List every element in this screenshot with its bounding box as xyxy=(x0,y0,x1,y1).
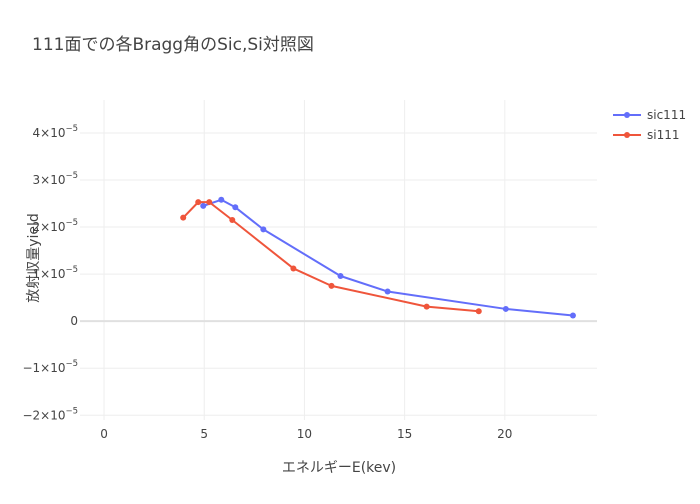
legend-label: si111 xyxy=(647,128,680,142)
data-point-si111[interactable] xyxy=(229,217,236,223)
data-point-si111[interactable] xyxy=(180,214,187,221)
axis-layer: 0 5 10 15 20 −2×10−5 −1×10−5 0 1×10−5 2×10−5 3×10−… xyxy=(22,124,512,441)
y-tick-label: 4×10−5 xyxy=(33,124,79,140)
y-tick-label: −2×10−5 xyxy=(22,406,78,422)
legend-item-sic111[interactable]: sic111 xyxy=(613,108,686,122)
legend-label: sic111 xyxy=(647,108,686,122)
data-point-si111[interactable] xyxy=(423,303,430,310)
chart-title: 111面での各Bragg角のSic,Si対照図 xyxy=(32,35,314,55)
y-tick-label: 2×10−5 xyxy=(33,218,79,234)
data-point-sic111[interactable] xyxy=(337,273,344,279)
x-tick-label: 5 xyxy=(200,427,208,441)
series-layer xyxy=(180,196,576,319)
data-point-sic111[interactable] xyxy=(384,288,391,295)
x-tick-label: 0 xyxy=(100,427,108,441)
legend-marker xyxy=(624,132,630,138)
y-axis-title: 放射収量yield xyxy=(26,213,42,303)
data-point-sic111[interactable] xyxy=(569,312,576,319)
data-point-sic111[interactable] xyxy=(502,305,509,312)
legend[interactable]: sic111 si111 xyxy=(613,108,686,142)
y-tick-label: −1×10−5 xyxy=(22,359,78,375)
data-point-si111[interactable] xyxy=(206,199,213,206)
data-point-sic111[interactable] xyxy=(218,196,225,203)
y-tick-label: 0 xyxy=(70,314,78,328)
series-line-si111 xyxy=(182,201,479,313)
grid-layer xyxy=(80,100,597,420)
y-tick-label: 1×10−5 xyxy=(33,265,79,281)
x-tick-label: 10 xyxy=(297,427,312,441)
x-tick-label: 20 xyxy=(497,427,512,441)
x-tick-label: 15 xyxy=(397,427,412,441)
legend-item-si111[interactable]: si111 xyxy=(613,128,680,142)
x-axis-title: エネルギーE(kev) xyxy=(282,460,396,476)
data-point-sic111[interactable] xyxy=(260,226,267,233)
data-point-si111[interactable] xyxy=(195,199,202,206)
data-point-sic111[interactable] xyxy=(232,204,239,211)
data-point-si111[interactable] xyxy=(328,282,335,289)
legend-marker xyxy=(624,112,630,118)
data-point-si111[interactable] xyxy=(290,265,297,272)
y-tick-label: 3×10−5 xyxy=(33,171,79,187)
data-point-sic111[interactable] xyxy=(200,202,207,209)
data-point-si111[interactable] xyxy=(475,308,482,315)
